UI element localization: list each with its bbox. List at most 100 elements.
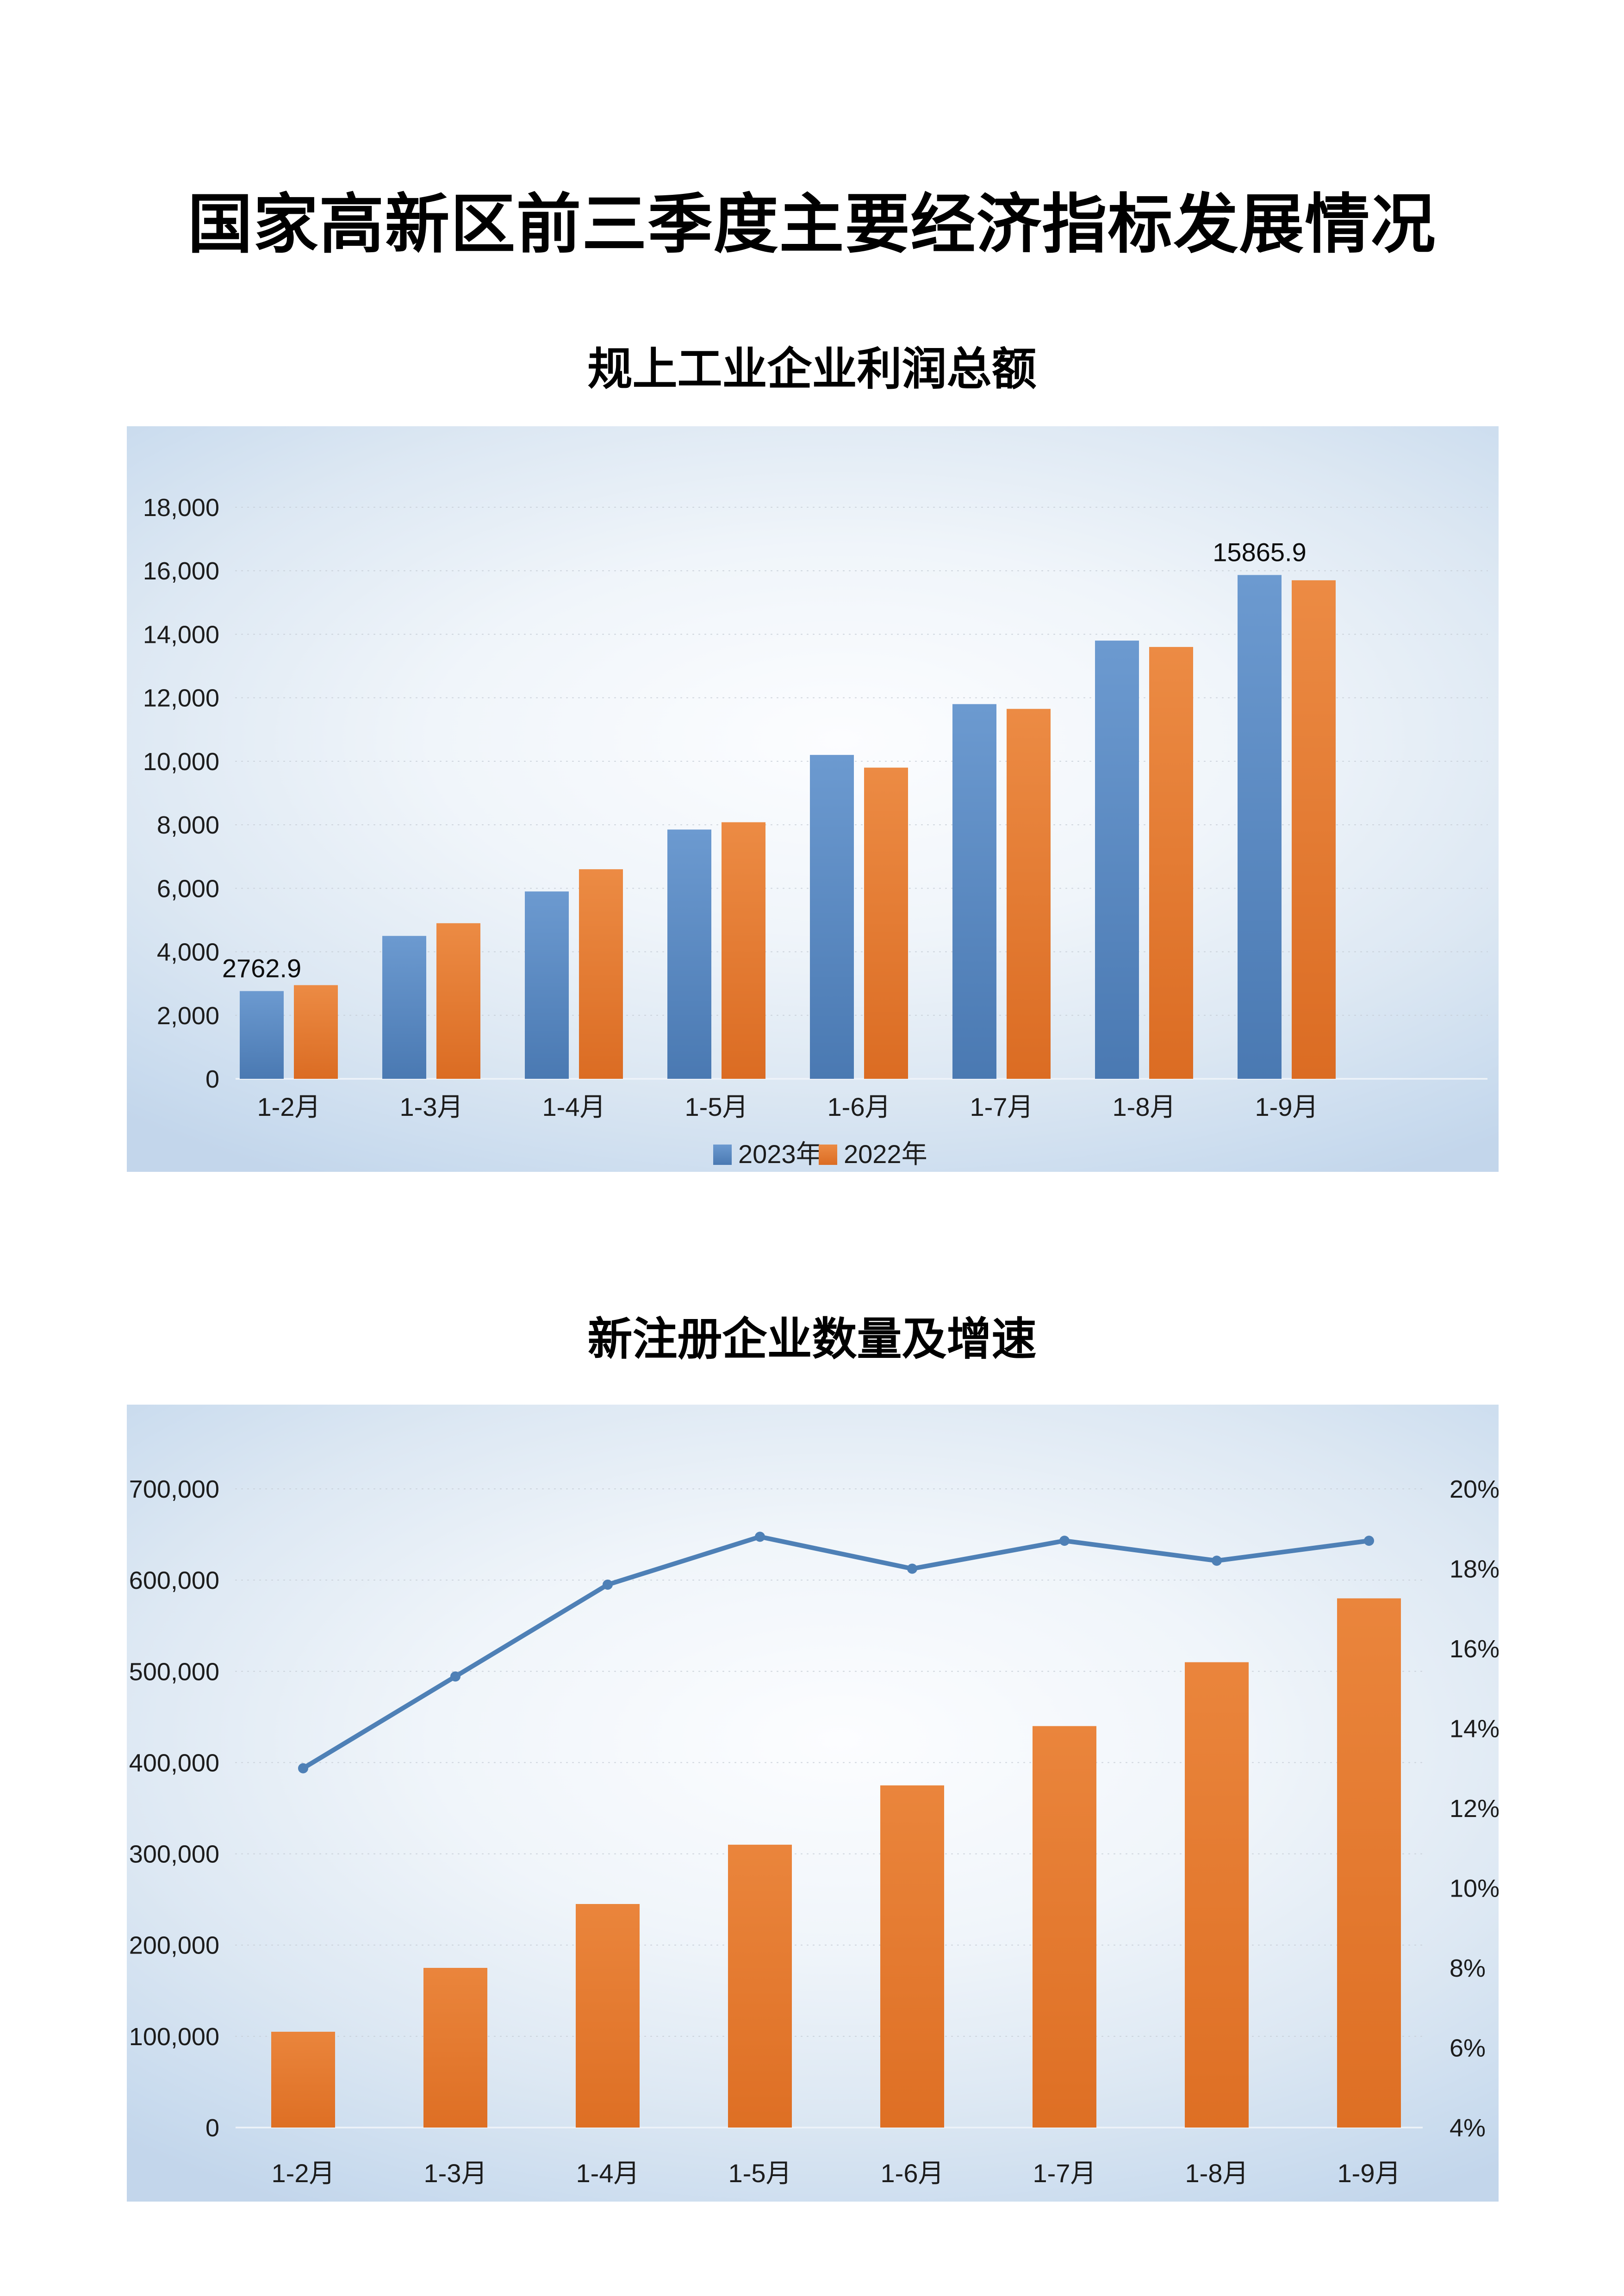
chart1-legend: 2023年 2022年 [713, 1139, 927, 1169]
svg-text:1-7月: 1-7月 [1033, 2159, 1096, 2188]
svg-text:1-9月: 1-9月 [1338, 2159, 1401, 2188]
svg-text:18,000: 18,000 [143, 494, 219, 522]
bar-2023年-1-6月 [810, 755, 854, 1079]
svg-text:15865.9: 15865.9 [1213, 537, 1306, 566]
bar-registrations-1-3月 [423, 1968, 487, 2128]
bar-2022年-1-2月 [294, 985, 338, 1079]
bar-registrations-1-9月 [1337, 1598, 1401, 2128]
bar-2022年-1-5月 [722, 822, 765, 1079]
bar-2023年-1-3月 [382, 936, 426, 1079]
svg-text:1-3月: 1-3月 [400, 1092, 463, 1121]
growth-point-1-5月 [755, 1531, 765, 1542]
chart2-growth-line [298, 1531, 1374, 1773]
svg-text:1-2月: 1-2月 [272, 2159, 335, 2188]
svg-text:300,000: 300,000 [129, 1841, 219, 1868]
svg-text:1-4月: 1-4月 [542, 1092, 606, 1121]
bar-2022年-1-9月 [1292, 580, 1336, 1079]
bar-registrations-1-4月 [576, 1904, 640, 2128]
growth-line [301, 1534, 1371, 1771]
chart1-panel: 0 2,000 4,000 6,000 8,000 10,000 12,000 14,000 1… [127, 426, 1499, 1172]
legend-swatch-2023年 [713, 1145, 732, 1165]
svg-text:6,000: 6,000 [157, 875, 219, 902]
svg-text:14%: 14% [1450, 1715, 1499, 1743]
svg-text:20%: 20% [1450, 1475, 1499, 1503]
chart1-data-labels: 2762.9 15865.9 [222, 537, 1307, 983]
svg-text:8,000: 8,000 [157, 811, 219, 839]
chart1-category-labels: 1-2月 1-3月 1-4月 1-5月 1-6月 1-7月 1-8月 1-9月 [257, 1092, 1319, 1121]
svg-text:700,000: 700,000 [129, 1475, 219, 1503]
svg-text:8%: 8% [1450, 1954, 1486, 1982]
growth-point-1-4月 [603, 1580, 613, 1590]
svg-text:10,000: 10,000 [143, 748, 219, 776]
svg-text:1-8月: 1-8月 [1113, 1092, 1176, 1121]
page-title: 国家高新区前三季度主要经济指标发展情况 [187, 188, 1437, 261]
svg-text:500,000: 500,000 [129, 1658, 219, 1686]
bar-registrations-1-6月 [880, 1785, 944, 2128]
growth-point-1-7月 [1059, 1536, 1070, 1546]
bar-2022年-1-6月 [864, 767, 908, 1079]
legend-label-2022年: 2022年 [844, 1139, 927, 1169]
svg-text:200,000: 200,000 [129, 1932, 219, 1960]
svg-text:6%: 6% [1450, 2035, 1486, 2062]
svg-text:14,000: 14,000 [143, 621, 219, 648]
svg-text:600,000: 600,000 [129, 1567, 219, 1594]
chart2-right-axis-labels: 4% 6% 8% 10% 12% 14% 16% 18% 20% [1450, 1475, 1499, 2142]
chart2-title: 新注册企业数量及增速 [587, 1315, 1037, 1364]
chart2-left-axis-labels: 0 100,000 200,000 300,000 400,000 500,000 600,… [129, 1475, 219, 2142]
chart2-category-labels: 1-2月 1-3月 1-4月 1-5月 1-6月 1-7月 1-8月 1-9月 [272, 2159, 1401, 2188]
bar-2023年-1-4月 [525, 891, 569, 1079]
svg-text:1-6月: 1-6月 [881, 2159, 944, 2188]
bar-2022年-1-8月 [1149, 647, 1193, 1079]
svg-text:1-9月: 1-9月 [1255, 1092, 1319, 1121]
svg-text:4%: 4% [1450, 2114, 1486, 2142]
svg-text:1-3月: 1-3月 [424, 2159, 487, 2188]
bar-registrations-1-8月 [1185, 1662, 1249, 2128]
bar-2023年-1-8月 [1095, 641, 1139, 1079]
svg-text:0: 0 [205, 2114, 219, 2142]
bar-registrations-1-5月 [728, 1844, 792, 2128]
legend-swatch-2022年 [819, 1145, 837, 1165]
bar-2023年-1-5月 [667, 829, 711, 1079]
chart2-bars [271, 1598, 1401, 2128]
bar-2023年-1-7月 [952, 704, 996, 1079]
svg-text:1-5月: 1-5月 [685, 1092, 748, 1121]
svg-text:4,000: 4,000 [157, 939, 219, 966]
chart1-title: 规上工业企业利润总额 [587, 345, 1037, 394]
svg-text:0: 0 [205, 1065, 219, 1093]
growth-point-1-3月 [450, 1671, 460, 1682]
svg-text:2,000: 2,000 [157, 1002, 219, 1030]
svg-text:12%: 12% [1450, 1795, 1499, 1823]
svg-text:1-2月: 1-2月 [257, 1092, 321, 1121]
bar-registrations-1-7月 [1033, 1726, 1096, 2128]
svg-text:16,000: 16,000 [143, 557, 219, 585]
bar-2022年-1-3月 [436, 923, 480, 1079]
bar-2023年-1-9月 [1238, 575, 1282, 1079]
svg-text:1-6月: 1-6月 [828, 1092, 891, 1121]
svg-text:1-4月: 1-4月 [576, 2159, 640, 2188]
svg-text:2762.9: 2762.9 [222, 953, 301, 983]
chart1-y-axis-labels: 0 2,000 4,000 6,000 8,000 10,000 12,000 14,000 1… [143, 494, 219, 1093]
growth-point-1-6月 [907, 1563, 917, 1574]
svg-text:1-5月: 1-5月 [728, 2159, 792, 2188]
chart1-svg: 0 2,000 4,000 6,000 8,000 10,000 12,000 14,000 1… [143, 494, 1488, 1169]
svg-text:10%: 10% [1450, 1875, 1499, 1903]
svg-text:400,000: 400,000 [129, 1749, 219, 1777]
svg-text:12,000: 12,000 [143, 684, 219, 712]
bar-2023年-1-2月 [240, 991, 284, 1079]
svg-text:18%: 18% [1450, 1556, 1499, 1583]
chart2-panel: 0 100,000 200,000 300,000 400,000 500,000 600,… [127, 1405, 1499, 2202]
svg-text:1-8月: 1-8月 [1185, 2159, 1249, 2188]
growth-point-1-2月 [298, 1763, 308, 1773]
growth-point-1-8月 [1212, 1556, 1222, 1566]
growth-point-1-9月 [1364, 1536, 1374, 1546]
svg-text:16%: 16% [1450, 1635, 1499, 1663]
chart2-svg: 0 100,000 200,000 300,000 400,000 500,000 600,… [129, 1475, 1499, 2188]
svg-text:100,000: 100,000 [129, 2023, 219, 2051]
bar-2022年-1-4月 [579, 869, 623, 1079]
legend-label-2023年: 2023年 [738, 1139, 822, 1169]
bar-2022年-1-7月 [1007, 709, 1051, 1079]
bar-registrations-1-2月 [271, 2032, 335, 2128]
svg-text:1-7月: 1-7月 [970, 1092, 1033, 1121]
chart1-bars [240, 575, 1336, 1079]
